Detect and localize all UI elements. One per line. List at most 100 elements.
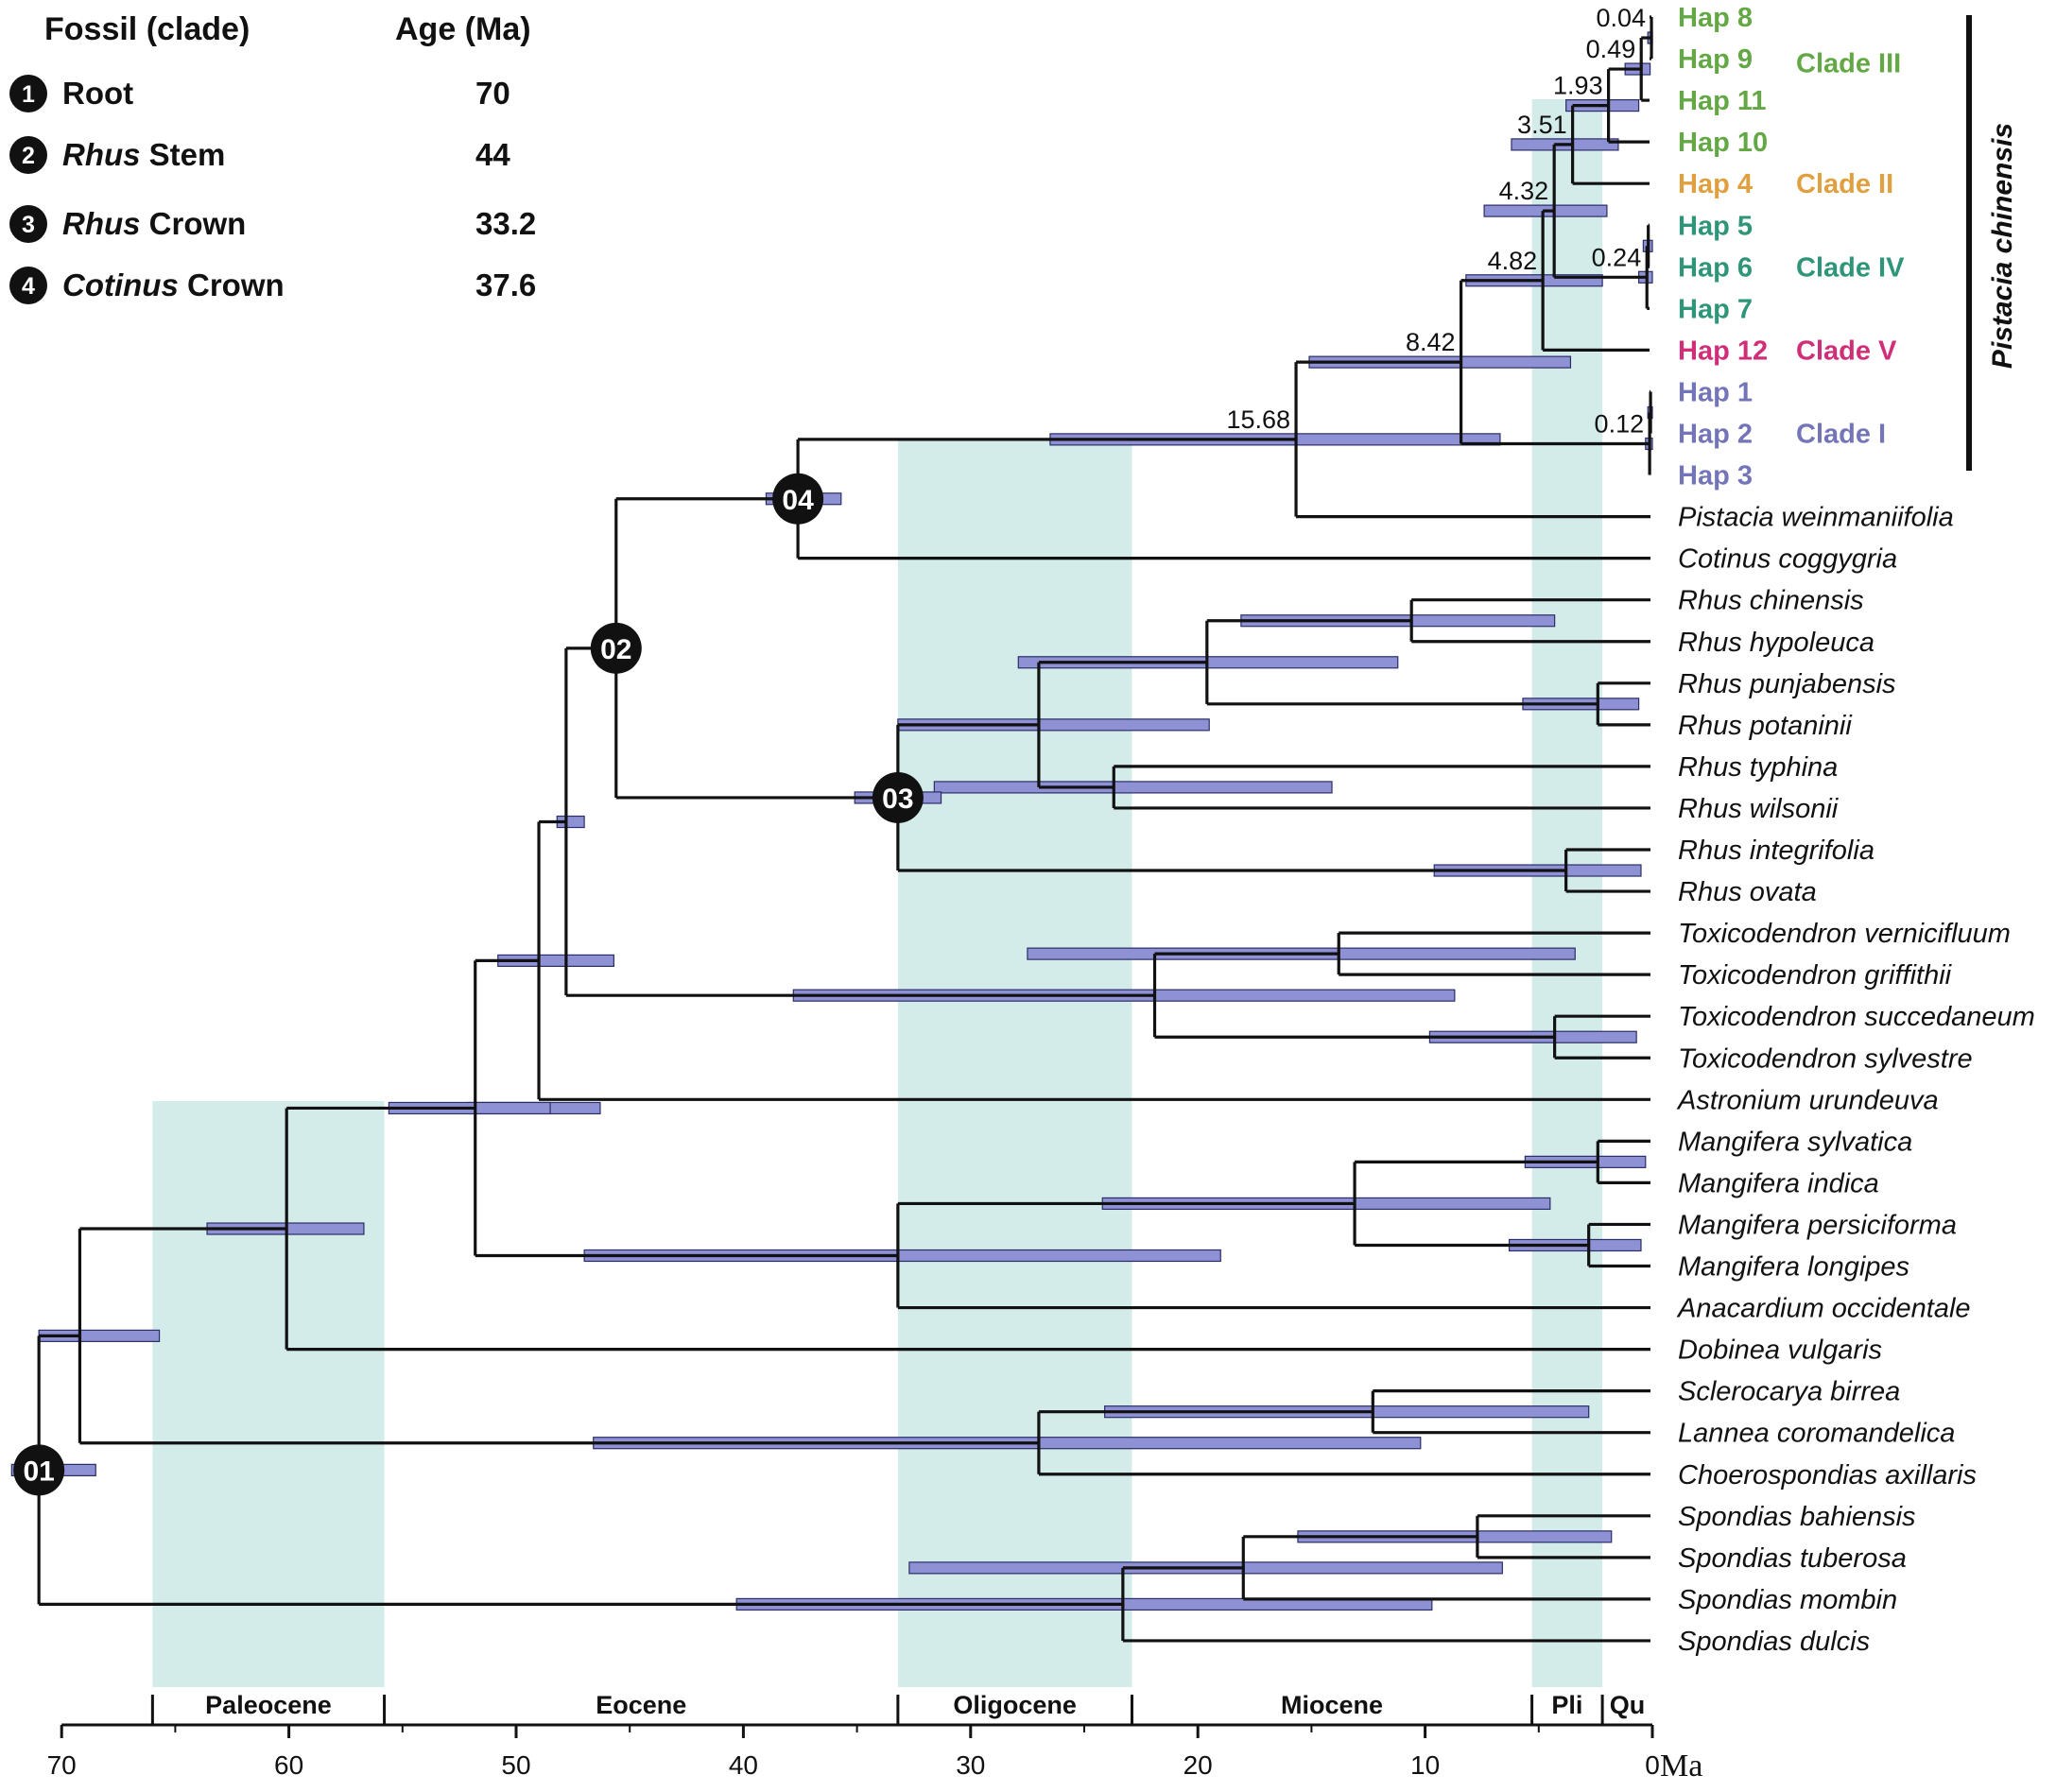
epoch-label: Miocene bbox=[1281, 1691, 1383, 1719]
tip-label: Mangifera persiciforma bbox=[1678, 1210, 1957, 1240]
node-age-n: 3.51 bbox=[1517, 111, 1567, 139]
clade-label: Clade II bbox=[1796, 169, 1893, 199]
node-age-label-layer: 0.04 0.49 1.93 3.51 0.24 4.32 4.82 0.12 8.42 15.6… bbox=[1226, 4, 1646, 438]
calibration-node-02 bbox=[590, 622, 642, 674]
tip-label: Hap 3 bbox=[1678, 461, 1753, 491]
axis-tick-label: 40 bbox=[729, 1750, 758, 1780]
tip-label: Hap 1 bbox=[1678, 377, 1753, 407]
clade-label: Clade III bbox=[1796, 48, 1901, 78]
node-age-l: 4.82 bbox=[1488, 247, 1538, 275]
epoch-label: Eocene bbox=[596, 1691, 686, 1719]
node-age-s: 0.12 bbox=[1595, 410, 1645, 439]
axis-tick-label: 50 bbox=[501, 1750, 530, 1780]
legend-number-circle bbox=[9, 75, 47, 112]
tip-label: Rhus ovata bbox=[1678, 877, 1817, 907]
legend-fossil-name: Rhus Crown bbox=[62, 206, 246, 241]
tip-label: Anacardium occidentale bbox=[1676, 1294, 1971, 1324]
legend-header-age: Age (Ma) bbox=[395, 11, 531, 47]
legend-fossil-name: Cotinus Crown bbox=[62, 267, 285, 302]
clade-label: Clade I bbox=[1796, 420, 1886, 450]
epoch-label: Oligocene bbox=[953, 1691, 1077, 1719]
legend-age: 33.2 bbox=[475, 206, 536, 241]
legend-number: 3 bbox=[22, 212, 35, 238]
calibration-node-label: 04 bbox=[782, 485, 814, 516]
tip-label: Toxicodendron griffithii bbox=[1678, 960, 1953, 991]
axis-unit: Ma bbox=[1660, 1749, 1702, 1783]
tip-label: Mangifera indica bbox=[1678, 1168, 1879, 1198]
legend-number-circle bbox=[9, 267, 47, 304]
time-axis: 70 60 50 40 30 20 10 0 Ma Paleocene Eocene Oligocen… bbox=[47, 1691, 1703, 1783]
axis-tick-label: 0 bbox=[1645, 1750, 1660, 1780]
tip-label: Hap 4 bbox=[1678, 169, 1753, 199]
tip-label: Rhus hypoleuca bbox=[1678, 628, 1875, 658]
calibration-node-label: 02 bbox=[600, 634, 631, 665]
tip-label: Toxicodendron vernicifluum bbox=[1678, 919, 2011, 949]
species-label: Pistacia chinensis bbox=[1987, 123, 2018, 369]
ci-bar-y bbox=[933, 781, 1333, 794]
legend-number: 4 bbox=[22, 273, 35, 300]
tip-label: Mangifera longipes bbox=[1678, 1252, 1909, 1283]
tip-label: Hap 2 bbox=[1678, 420, 1753, 450]
tip-label: Rhus punjabensis bbox=[1678, 669, 1896, 699]
tip-label: Hap 9 bbox=[1678, 44, 1753, 75]
legend-header-fossil: Fossil (clade) bbox=[44, 11, 250, 47]
node-age-j: 15.68 bbox=[1226, 405, 1290, 434]
clade-label: Clade IV bbox=[1796, 252, 1905, 283]
epoch-label: Pli bbox=[1551, 1691, 1582, 1719]
tip-label: Rhus wilsonii bbox=[1678, 794, 1840, 824]
node-age-q: 0.04 bbox=[1596, 4, 1646, 32]
tip-label: Hap 10 bbox=[1678, 128, 1768, 158]
branch-layer bbox=[37, 15, 1653, 1643]
calibration-node-01 bbox=[13, 1444, 65, 1496]
calibration-marker-layer: 04 03 02 01 bbox=[13, 473, 924, 1496]
tip-label: Pistacia weinmaniifolia bbox=[1678, 503, 1954, 533]
tip-label: Hap 12 bbox=[1678, 336, 1768, 366]
legend-age: 70 bbox=[475, 76, 510, 111]
tip-label: Hap 7 bbox=[1678, 294, 1753, 324]
tip-label: Toxicodendron succedaneum bbox=[1678, 1002, 2035, 1032]
legend-age: 37.6 bbox=[475, 267, 536, 302]
clade-label: Clade V bbox=[1796, 336, 1897, 366]
tip-label: Hap 5 bbox=[1678, 211, 1753, 241]
tip-label: Choerospondias axillaris bbox=[1678, 1460, 1977, 1490]
axis-tick-label: 30 bbox=[956, 1750, 985, 1780]
axis-tick-label: 70 bbox=[47, 1750, 77, 1780]
axis-tick-label: 20 bbox=[1183, 1750, 1213, 1780]
tip-label: Spondias bahiensis bbox=[1678, 1502, 1916, 1532]
tip-label: Spondias tuberosa bbox=[1678, 1543, 1907, 1574]
shade-oligocene bbox=[897, 439, 1132, 1687]
tip-label-layer: Hap 8 Hap 9 Hap 11 Hap 10 Hap 4 Hap 5 Hap 6 Hap… bbox=[1676, 3, 2035, 1657]
legend-number-circle bbox=[9, 136, 47, 174]
calibration-node-03 bbox=[872, 771, 924, 823]
node-age-p: 0.49 bbox=[1586, 35, 1636, 63]
calibration-node-label: 03 bbox=[882, 784, 913, 815]
tip-label: Astronium urundeuva bbox=[1676, 1085, 1939, 1115]
axis-tick-label: 10 bbox=[1410, 1750, 1440, 1780]
legend-number: 2 bbox=[22, 143, 35, 169]
epoch-label: Qu bbox=[1610, 1691, 1646, 1719]
shade-paleocene bbox=[152, 1101, 385, 1687]
node-age-o: 1.93 bbox=[1553, 72, 1603, 100]
tip-label: Sclerocarya birrea bbox=[1678, 1377, 1900, 1407]
epoch-label: Paleocene bbox=[205, 1691, 332, 1719]
tip-label: Hap 8 bbox=[1678, 3, 1753, 33]
epoch-shading-layer bbox=[152, 99, 1603, 1687]
legend-fossil-name: Rhus Stem bbox=[62, 137, 225, 172]
tip-label: Lannea coromandelica bbox=[1678, 1419, 1955, 1449]
tip-label: Toxicodendron sylvestre bbox=[1678, 1043, 1973, 1074]
node-age-m: 4.32 bbox=[1499, 177, 1549, 205]
legend-age: 44 bbox=[475, 137, 510, 172]
fossil-legend: Fossil (clade) Age (Ma) 1 Root 70 2 Rhus Ste… bbox=[9, 11, 536, 304]
node-age-r: 0.24 bbox=[1592, 243, 1642, 271]
calibration-node-label: 01 bbox=[23, 1456, 54, 1487]
tip-label: Hap 6 bbox=[1678, 252, 1753, 283]
calibration-node-04 bbox=[772, 473, 824, 525]
pistacia-chinensis-bracket: Pistacia chinensis bbox=[1966, 15, 2018, 471]
tip-label: Rhus typhina bbox=[1678, 752, 1838, 783]
legend-number: 1 bbox=[22, 81, 35, 108]
node-age-k: 8.42 bbox=[1406, 328, 1456, 356]
tip-label: Rhus chinensis bbox=[1678, 586, 1864, 616]
axis-tick-label: 60 bbox=[274, 1750, 303, 1780]
legend-fossil-name: Root bbox=[62, 76, 133, 111]
